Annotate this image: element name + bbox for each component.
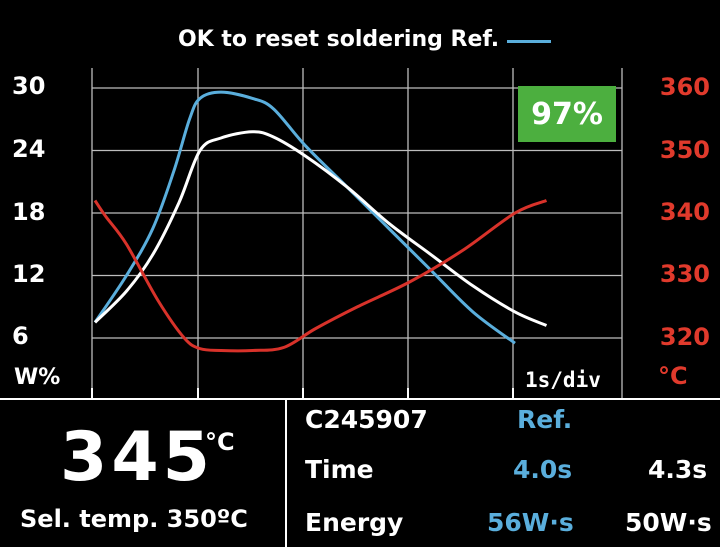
legend-ref-line [507,40,551,43]
current-temperature: 345 [60,418,214,497]
current-temperature-unit: °C [205,428,235,456]
vertical-divider [285,400,287,547]
time-scale-label: 1s/div [525,368,601,392]
ref-column-header: Ref. [517,405,573,434]
left-tick-18: 18 [12,198,46,226]
right-tick-340: 340 [659,198,710,226]
legend-label: OK to reset soldering Ref. [178,27,500,52]
right-tick-350: 350 [659,136,710,164]
right-tick-360: 360 [659,73,710,101]
left-tick-6: 6 [12,322,29,350]
selected-temperature: Sel. temp. 350ºC [20,505,248,533]
energy-ref-value: 56W·s [487,508,574,537]
match-percentage-badge: 97% [518,86,616,142]
energy-current-value: 50W·s [625,508,712,537]
time-ref-value: 4.0s [513,455,573,484]
profile-id: C245907 [305,405,428,434]
horizontal-divider [0,398,720,400]
left-tick-30: 30 [12,72,46,100]
right-tick-330: 330 [659,260,710,288]
time-current-value: 4.3s [648,455,708,484]
left-axis-unit: W% [14,365,61,390]
series-ref-power-line [93,90,516,345]
series-current-power-line [93,130,548,327]
left-tick-12: 12 [12,260,46,288]
soldering-chart [91,68,623,398]
right-tick-320: 320 [659,323,710,351]
left-tick-24: 24 [12,135,46,163]
right-axis-unit: °C [658,362,688,390]
energy-label: Energy [305,508,404,537]
series-temperature-line [93,199,548,353]
time-label: Time [305,455,374,484]
